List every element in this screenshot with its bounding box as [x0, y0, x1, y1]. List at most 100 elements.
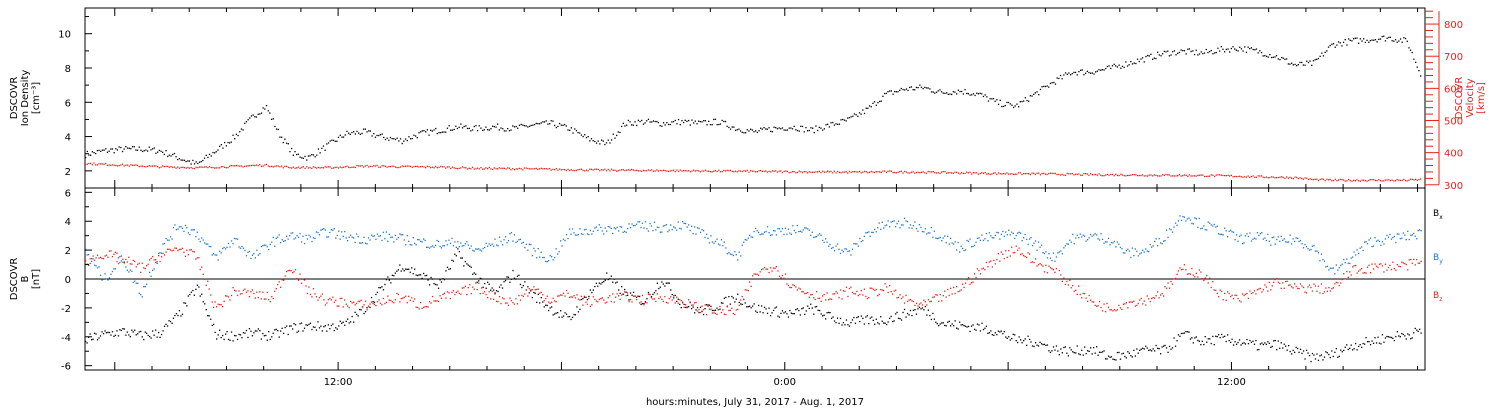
data-point	[1277, 58, 1279, 60]
data-point	[734, 301, 736, 303]
data-point	[1378, 179, 1380, 181]
data-point	[304, 167, 306, 170]
data-point	[251, 254, 254, 256]
data-point	[279, 136, 281, 138]
data-point	[662, 300, 664, 303]
data-point	[420, 131, 422, 133]
data-point	[1198, 217, 1200, 220]
data-point	[399, 138, 402, 140]
data-point	[1054, 83, 1057, 85]
data-point	[915, 228, 918, 230]
data-point	[993, 237, 995, 239]
data-point	[621, 286, 623, 288]
data-point	[561, 294, 563, 296]
data-point	[1340, 349, 1342, 351]
data-point	[294, 269, 297, 271]
data-point	[1070, 287, 1072, 289]
data-point	[204, 303, 206, 305]
data-point	[1234, 294, 1236, 296]
data-point	[373, 303, 376, 305]
data-point	[924, 305, 926, 308]
data-point	[562, 238, 565, 240]
data-point	[1152, 245, 1154, 247]
data-point	[336, 328, 338, 330]
data-point	[330, 324, 332, 327]
data-point	[244, 332, 246, 334]
data-point	[101, 149, 104, 151]
data-point	[863, 323, 865, 325]
data-point	[264, 164, 266, 166]
data-point	[587, 170, 589, 172]
data-point	[333, 329, 335, 332]
data-point	[1274, 339, 1276, 342]
data-point	[275, 237, 277, 239]
data-point	[957, 89, 959, 91]
data-point	[869, 287, 871, 289]
data-point	[1363, 38, 1365, 40]
data-point	[174, 224, 176, 226]
data-point	[1250, 240, 1253, 242]
data-point	[1106, 173, 1109, 176]
data-point	[182, 166, 184, 168]
data-point	[1172, 175, 1174, 177]
data-point	[1381, 180, 1383, 182]
data-point	[1301, 285, 1303, 287]
data-point	[1173, 278, 1175, 280]
data-point	[421, 241, 423, 243]
data-point	[1207, 282, 1209, 284]
data-point	[994, 172, 996, 174]
data-point	[1177, 270, 1180, 272]
data-point	[495, 300, 498, 302]
data-point	[518, 274, 520, 276]
data-point	[125, 334, 127, 336]
data-point	[600, 169, 603, 171]
data-point	[518, 294, 520, 297]
data-point	[649, 223, 651, 225]
data-point	[345, 237, 347, 239]
data-point	[146, 265, 148, 267]
data-point	[183, 251, 185, 253]
data-point	[1063, 277, 1065, 279]
data-point	[473, 272, 475, 274]
data-point	[409, 138, 412, 140]
data-point	[991, 334, 993, 336]
data-point	[591, 291, 593, 294]
data-point	[1158, 348, 1160, 350]
data-point	[564, 239, 566, 242]
data-point	[613, 278, 615, 280]
data-point	[1361, 346, 1363, 348]
data-point	[974, 94, 976, 97]
data-point	[967, 325, 970, 328]
data-point	[756, 230, 758, 232]
data-point	[122, 258, 124, 260]
data-point	[1193, 175, 1196, 177]
data-point	[808, 171, 810, 173]
data-point	[1139, 299, 1141, 301]
data-point	[265, 244, 267, 246]
data-point	[152, 255, 154, 258]
data-point	[685, 304, 687, 306]
data-point	[582, 233, 584, 235]
data-point	[653, 298, 656, 300]
data-point	[274, 165, 276, 167]
data-point	[590, 168, 593, 170]
data-point	[542, 168, 544, 170]
data-point	[326, 302, 328, 304]
data-point	[1001, 173, 1003, 175]
data-point	[1230, 174, 1232, 176]
data-point	[475, 248, 477, 250]
data-point	[230, 165, 232, 167]
data-point	[116, 165, 119, 167]
data-point	[543, 306, 545, 308]
data-point	[1376, 41, 1378, 43]
data-point	[1042, 265, 1044, 267]
data-point	[130, 164, 132, 166]
data-point	[515, 168, 517, 170]
data-point	[944, 235, 946, 237]
data-point	[737, 259, 739, 261]
data-point	[466, 294, 468, 296]
data-point	[483, 129, 485, 131]
data-point	[128, 271, 130, 273]
data-point	[413, 134, 415, 136]
data-point	[1262, 238, 1264, 240]
